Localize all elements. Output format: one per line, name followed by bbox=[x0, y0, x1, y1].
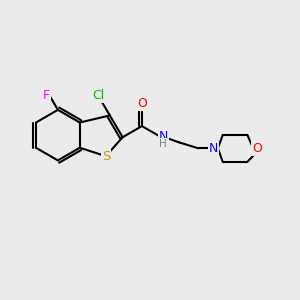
Text: S: S bbox=[102, 150, 110, 163]
Text: O: O bbox=[252, 142, 262, 155]
Text: F: F bbox=[43, 89, 50, 102]
Text: N: N bbox=[159, 130, 168, 143]
Text: N: N bbox=[209, 142, 218, 155]
Text: O: O bbox=[137, 97, 147, 110]
Text: H: H bbox=[159, 139, 167, 149]
Text: Cl: Cl bbox=[92, 89, 104, 102]
